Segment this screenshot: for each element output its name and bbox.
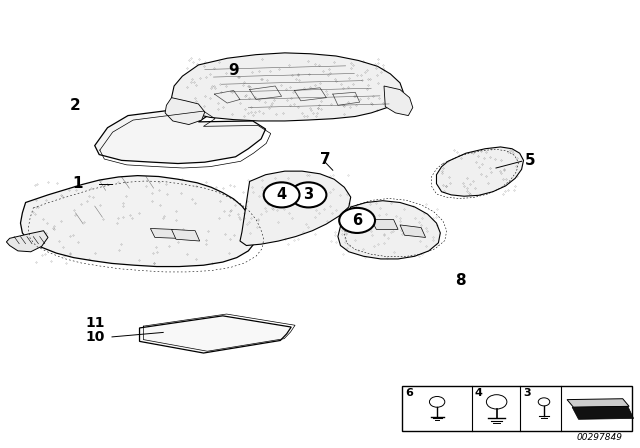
Text: 7: 7 bbox=[320, 151, 330, 167]
Polygon shape bbox=[567, 399, 629, 407]
Text: 4: 4 bbox=[276, 187, 287, 202]
Text: 11: 11 bbox=[85, 316, 104, 331]
Polygon shape bbox=[95, 107, 266, 164]
Text: 10: 10 bbox=[85, 330, 104, 345]
Polygon shape bbox=[165, 98, 205, 125]
Text: 2: 2 bbox=[70, 98, 81, 113]
Polygon shape bbox=[338, 201, 440, 259]
Polygon shape bbox=[150, 228, 178, 238]
Text: 6: 6 bbox=[352, 213, 362, 228]
Polygon shape bbox=[436, 147, 524, 196]
Text: 3: 3 bbox=[523, 388, 531, 398]
Text: 5: 5 bbox=[525, 153, 536, 168]
Polygon shape bbox=[384, 86, 413, 116]
Polygon shape bbox=[172, 53, 403, 121]
Text: 00297849: 00297849 bbox=[576, 433, 622, 442]
Polygon shape bbox=[371, 220, 398, 229]
Text: 9: 9 bbox=[228, 63, 239, 78]
Text: 3: 3 bbox=[303, 187, 314, 202]
Polygon shape bbox=[572, 406, 634, 419]
Text: 4: 4 bbox=[475, 388, 483, 398]
Text: 6: 6 bbox=[406, 388, 413, 398]
Text: 8: 8 bbox=[456, 272, 466, 288]
Circle shape bbox=[339, 208, 375, 233]
Bar bbox=[402, 386, 632, 431]
Polygon shape bbox=[172, 229, 200, 241]
Polygon shape bbox=[140, 316, 291, 353]
Polygon shape bbox=[400, 225, 426, 237]
Polygon shape bbox=[20, 176, 256, 267]
Text: 1: 1 bbox=[73, 176, 83, 191]
Polygon shape bbox=[269, 188, 293, 199]
Circle shape bbox=[291, 182, 326, 207]
Polygon shape bbox=[240, 171, 351, 246]
Polygon shape bbox=[291, 192, 315, 202]
Polygon shape bbox=[6, 231, 48, 252]
Circle shape bbox=[264, 182, 300, 207]
